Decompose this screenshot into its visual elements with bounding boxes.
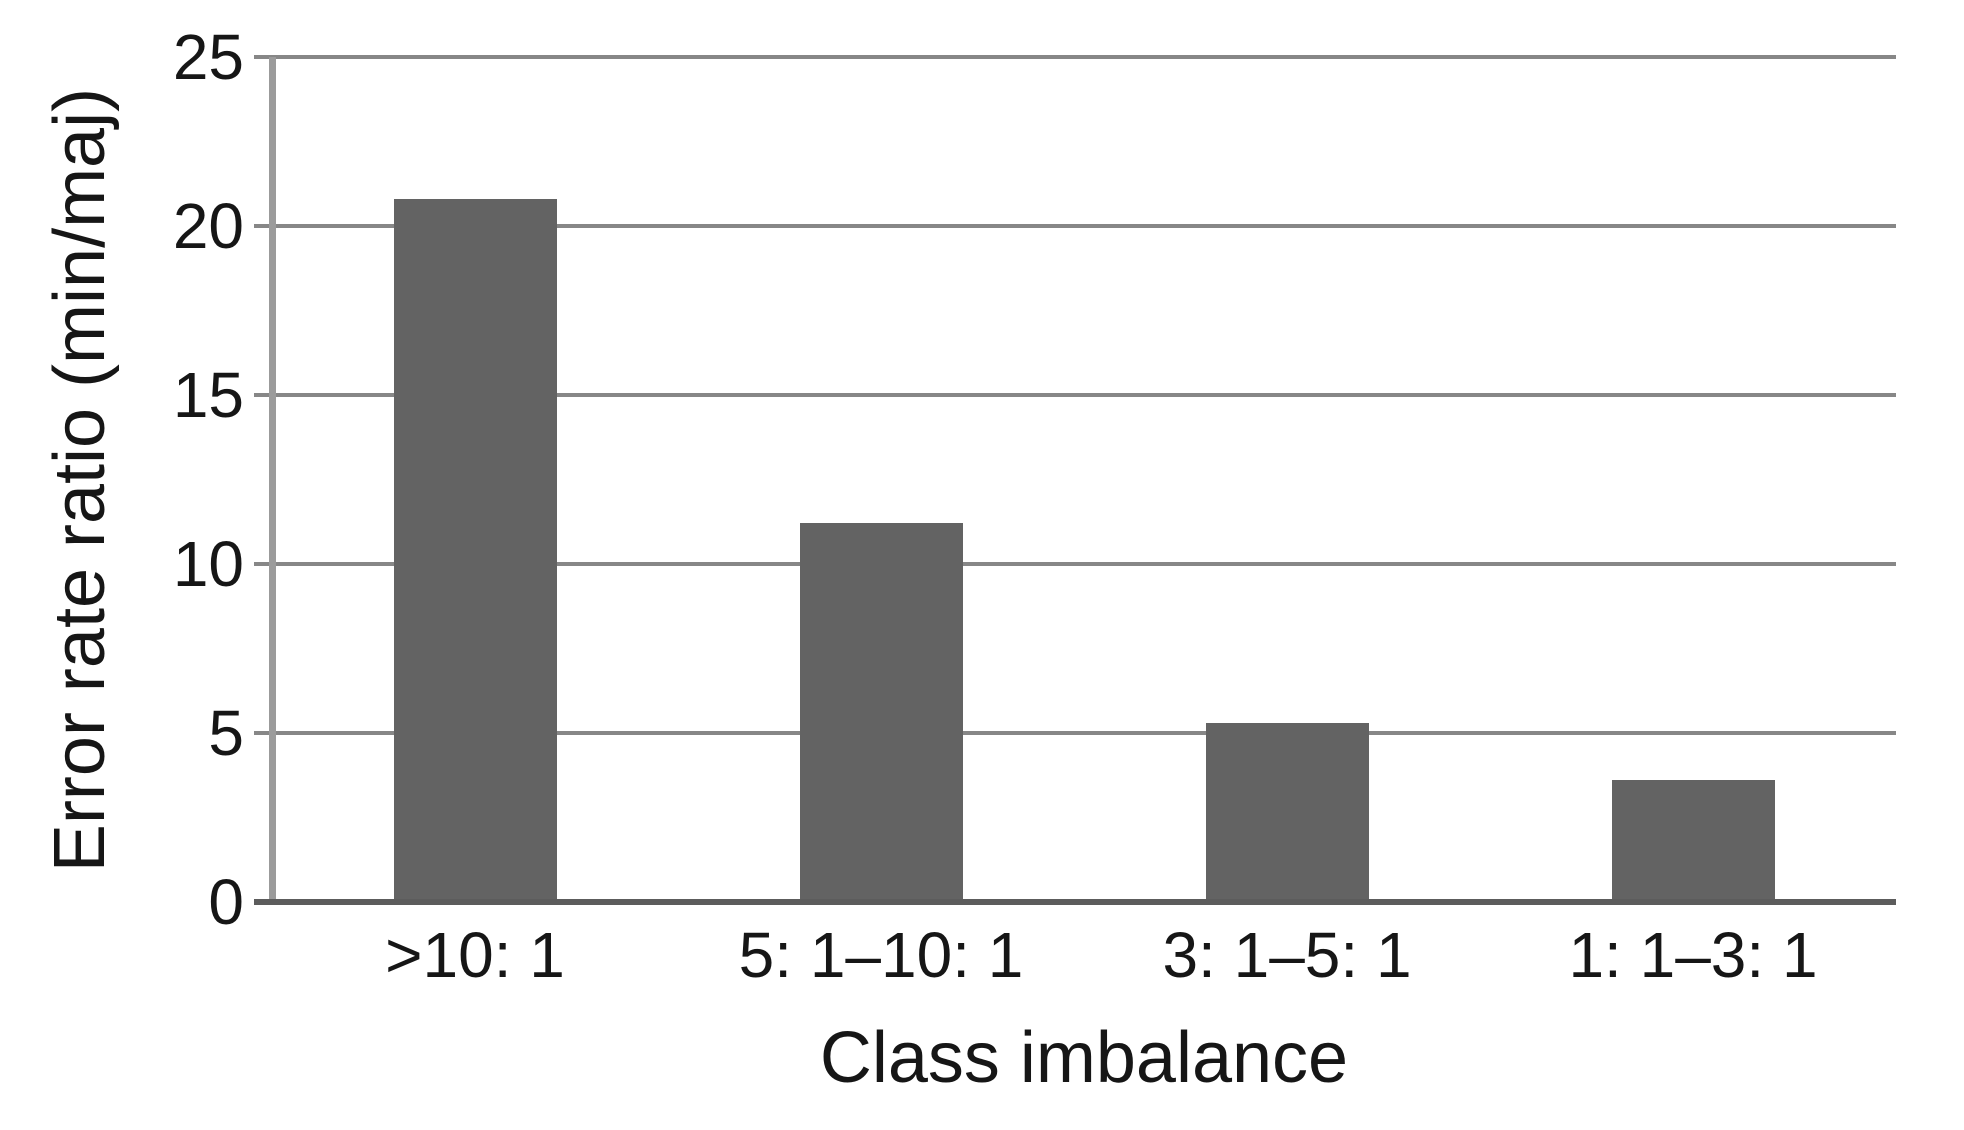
bar-2 (799, 523, 963, 902)
plot-area (254, 55, 1896, 902)
gridline-10 (254, 562, 1896, 566)
gridline-15 (254, 393, 1896, 397)
x-tick-label-2: 5: 1–10: 1 (738, 919, 1024, 991)
bar-4 (1611, 780, 1775, 902)
gridline-20 (254, 224, 1896, 228)
y-axis-line (269, 57, 276, 902)
x-tick-label-1: >10: 1 (385, 919, 565, 991)
x-tick-label-4: 1: 1–3: 1 (1568, 919, 1818, 991)
y-tick-label-5: 5 (208, 697, 244, 769)
x-axis-title: Class imbalance (819, 1018, 1349, 1098)
y-tick-label-10: 10 (172, 528, 244, 600)
x-axis-line (254, 899, 1896, 905)
gridline-5 (254, 731, 1896, 735)
y-tick-label-25: 25 (172, 21, 244, 93)
bar-3 (1205, 722, 1369, 902)
x-tick-label-3: 3: 1–5: 1 (1162, 919, 1412, 991)
y-tick-label-0: 0 (208, 866, 244, 938)
y-tick-label-15: 15 (172, 359, 244, 431)
y-tick-label-20: 20 (172, 190, 244, 262)
bar-1 (393, 198, 557, 902)
gridline-25 (254, 55, 1896, 59)
